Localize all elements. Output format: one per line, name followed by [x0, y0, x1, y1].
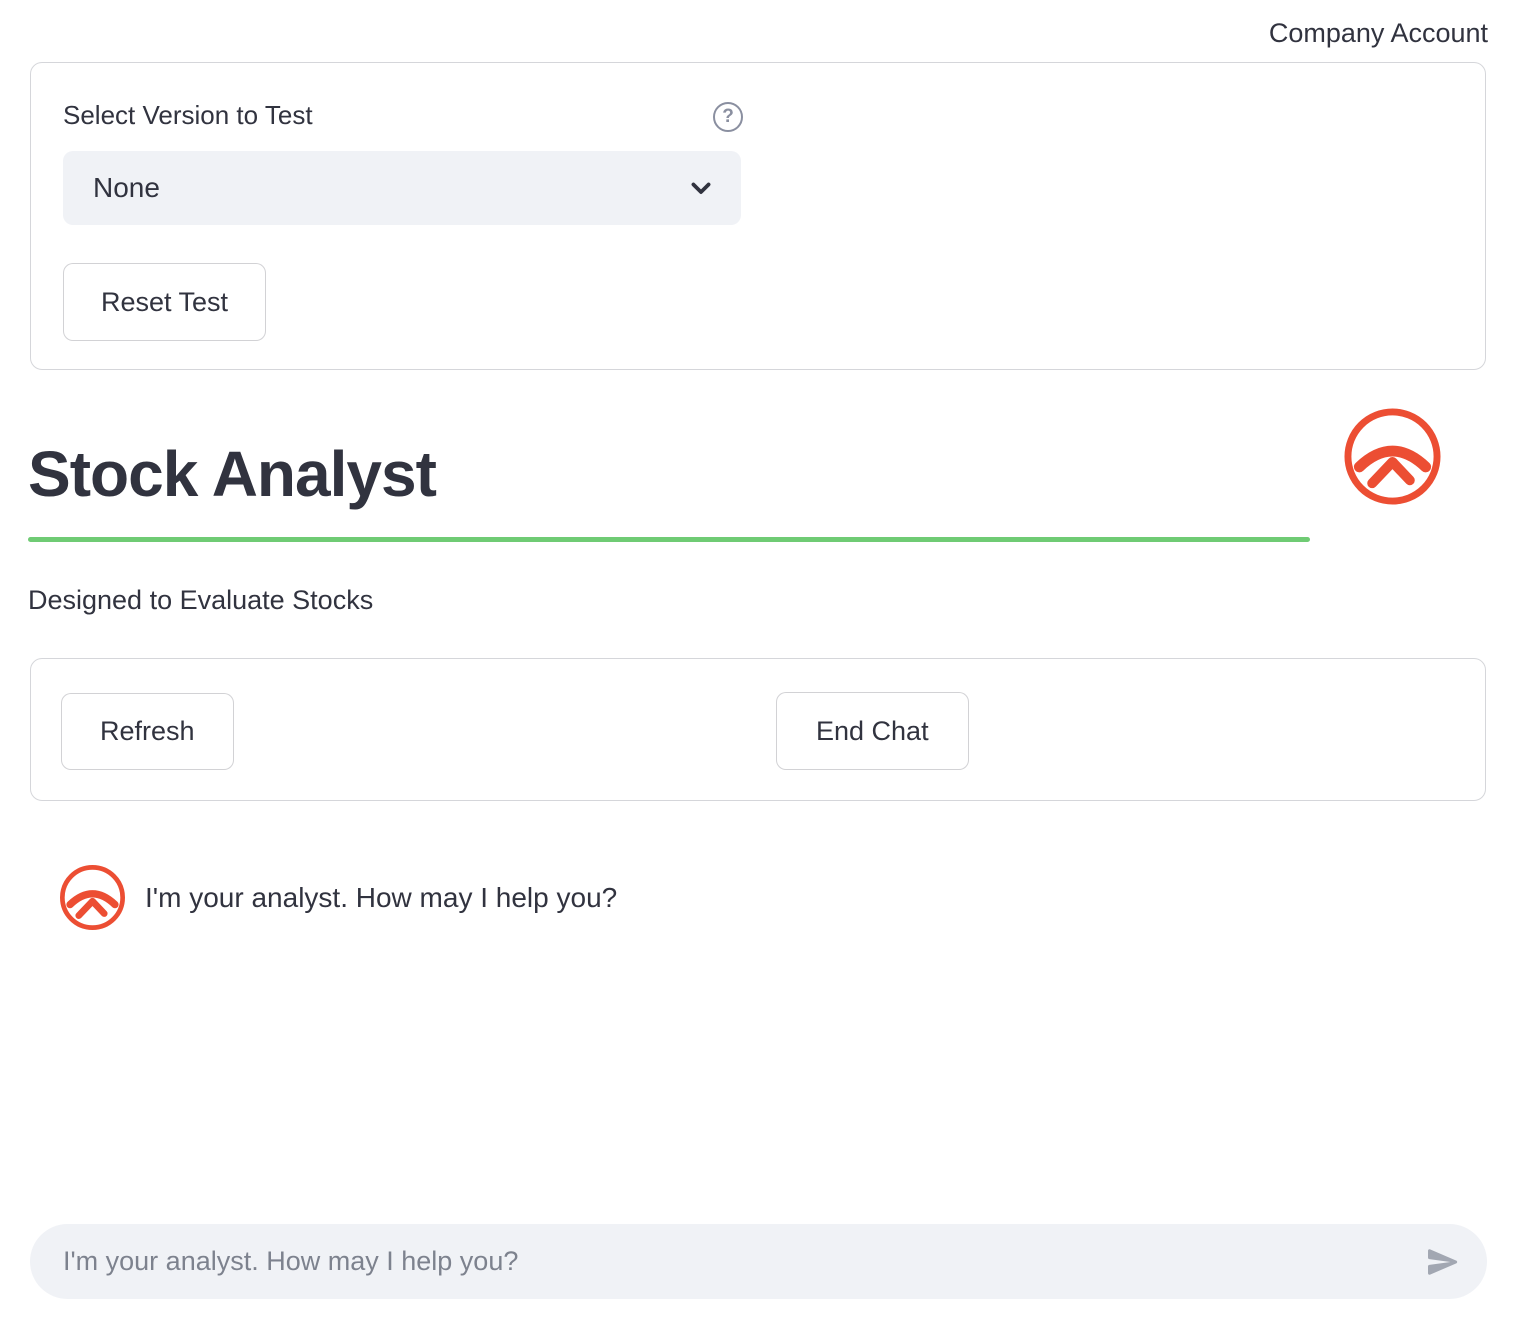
chat-controls-panel: Refresh End Chat — [30, 658, 1486, 801]
green-divider — [28, 537, 1310, 542]
page-subtitle: Designed to Evaluate Stocks — [28, 585, 374, 615]
help-icon[interactable]: ? — [713, 102, 743, 132]
version-select-value: None — [93, 172, 160, 203]
end-chat-button[interactable]: End Chat — [776, 692, 969, 770]
chevron-down-icon — [691, 182, 711, 194]
chat-input[interactable] — [30, 1224, 1487, 1299]
version-test-panel: Select Version to Test ? None Reset Test — [30, 62, 1486, 370]
chat-message-text: I'm your analyst. How may I help you? — [145, 881, 618, 913]
chat-input-container — [30, 1224, 1487, 1299]
assistant-avatar-icon — [59, 864, 126, 931]
refresh-button[interactable]: Refresh — [61, 693, 234, 770]
page-title: Stock Analyst — [28, 438, 437, 510]
brand-logo-icon — [1343, 407, 1442, 506]
send-icon — [1428, 1248, 1458, 1275]
account-label: Company Account — [1268, 18, 1488, 48]
reset-test-button[interactable]: Reset Test — [63, 263, 267, 341]
version-select[interactable]: None — [63, 151, 741, 225]
chat-message-row: I'm your analyst. How may I help you? — [59, 864, 617, 931]
select-version-label: Select Version to Test — [63, 100, 313, 130]
send-button[interactable] — [1421, 1240, 1465, 1284]
